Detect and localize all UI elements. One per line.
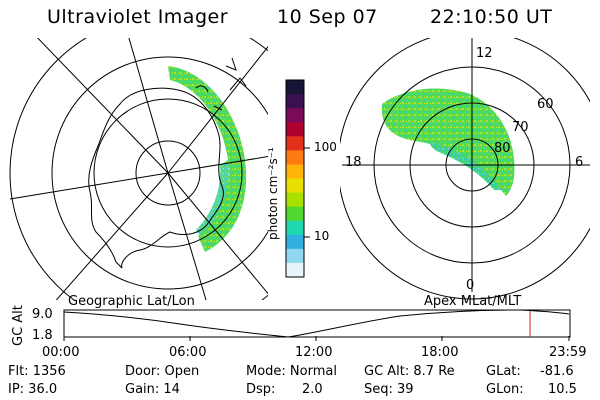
colorbar-segment: [286, 80, 304, 95]
glon-label: GLon:: [486, 382, 524, 397]
colorbar-segment: [286, 262, 304, 278]
timeline-xtick-0: 00:00: [42, 345, 80, 360]
colorbar-unit-label: photon cm⁻²s⁻¹: [266, 147, 280, 240]
colorbar-segment: [286, 150, 304, 165]
timeline-ytick-bottom: 1.8: [32, 328, 53, 343]
flight-number: Flt: 1356: [8, 364, 66, 379]
apex-map: [340, 38, 590, 300]
door-status: Door: Open: [125, 364, 200, 379]
date-label: 10 Sep 07: [277, 6, 378, 28]
time-label: 22:10:50 UT: [430, 6, 553, 28]
mlt-label-bottom: 0: [466, 278, 475, 293]
colorbar-segment: [286, 234, 304, 250]
dsp-value: 2.0: [302, 382, 323, 397]
aurora-fringe-geographic: [196, 160, 229, 236]
mode-value: Mode: Normal: [246, 364, 337, 379]
instrument-title: Ultraviolet Imager: [47, 6, 229, 28]
timeline-xtick-3: 18:00: [421, 345, 459, 360]
geographic-caption: Geographic Lat/Lon: [68, 294, 195, 309]
colorbar-segment: [286, 178, 304, 194]
gc-altitude: GC Alt: 8.7 Re: [364, 364, 455, 379]
colorbar-segment: [286, 136, 304, 151]
mlt-label-left: 18: [345, 155, 362, 170]
timeline-xtick-2: 12:00: [295, 345, 333, 360]
mlt-label-right: 6: [575, 155, 584, 170]
ip-value: IP: 36.0: [8, 382, 58, 397]
mlat-label-80: 80: [494, 141, 511, 156]
colorbar-segment: [286, 108, 304, 123]
apex-caption: Apex MLat/MLT: [424, 294, 522, 309]
glat-value: -81.6: [540, 364, 574, 379]
colorbar-tick-10: 10: [314, 229, 330, 243]
colorbar-segment: [286, 220, 304, 236]
glat-label: GLat:: [486, 364, 521, 379]
altitude-curve: [63, 309, 570, 338]
mlt-label-top: 12: [476, 46, 493, 61]
geographic-map: [9, 38, 268, 300]
gain-value: Gain: 14: [125, 382, 180, 397]
colorbar-segment: [286, 122, 304, 137]
timeline-plot: [63, 309, 571, 341]
colorbar-segment: [286, 248, 304, 264]
dsp-label: Dsp:: [246, 382, 276, 397]
timeline-xtick-1: 06:00: [169, 345, 207, 360]
colorbar-segment: [286, 94, 304, 109]
mlat-label-60: 60: [537, 97, 554, 112]
colorbar-segment: [286, 192, 304, 208]
colorbar-segment: [286, 164, 304, 179]
colorbar: [285, 79, 310, 278]
glon-value: 10.5: [548, 382, 577, 397]
coastline-detail: [195, 57, 247, 111]
colorbar-segment: [286, 206, 304, 222]
timeline-xtick-4: 23:59: [549, 345, 587, 360]
antarctica-coastline: [88, 87, 224, 269]
mlat-label-70: 70: [512, 120, 529, 135]
timeline-axis-title: GC Alt: [11, 305, 26, 346]
timeline-ytick-top: 9.0: [32, 307, 53, 322]
aurora-oval-geographic: [168, 66, 247, 252]
colorbar-tick-100: 100: [314, 140, 337, 154]
meridian-lines: [9, 38, 268, 300]
sequence-number: Seq: 39: [364, 382, 414, 397]
